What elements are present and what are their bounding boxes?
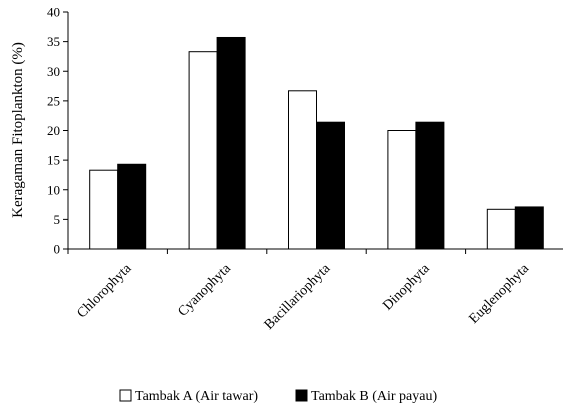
y-tick-label: 35 <box>47 34 60 49</box>
bar-series-b <box>316 121 345 250</box>
x-category-label: Euglenophyta <box>467 261 533 327</box>
bars <box>89 36 544 250</box>
bar-series-b <box>415 121 445 250</box>
bar-series-b <box>117 163 147 250</box>
legend-swatch-series-b <box>295 389 308 402</box>
x-category-label: Chlorophyta <box>74 261 135 322</box>
legend-label-series-b: Tambak B (Air payau) <box>311 389 437 404</box>
y-tick-label: 40 <box>47 5 60 20</box>
bar-series-b <box>514 206 544 250</box>
y-tick-label: 20 <box>47 123 60 138</box>
legend: Tambak A (Air tawar) Tambak B (Air payau… <box>119 389 437 404</box>
legend-label-series-a: Tambak A (Air tawar) <box>135 389 258 404</box>
bar-series-a <box>89 169 119 250</box>
bar-series-a <box>188 51 218 250</box>
x-axis: Chlorophyta Cyanophyta Bacillariophyta Dino… <box>67 248 563 333</box>
y-axis-title: Keragaman Fitoplankton (%) <box>10 42 26 218</box>
x-category-label: Dinophyta <box>380 261 433 314</box>
bar-series-a <box>288 90 317 250</box>
x-category-label: Cyanophyta <box>175 261 234 320</box>
bar-series-a <box>486 208 516 250</box>
bar-series-a <box>387 130 417 250</box>
y-tick-label: 10 <box>47 182 60 197</box>
y-tick-label: 30 <box>47 64 60 79</box>
legend-swatch-series-a <box>119 389 132 402</box>
bar-series-b <box>216 36 246 250</box>
y-tick-label: 25 <box>47 93 60 108</box>
x-category-label: Bacillariophyta <box>262 261 334 333</box>
y-tick-label: 15 <box>47 153 60 168</box>
y-axis: 0 5 10 15 20 25 30 35 40 <box>47 5 69 257</box>
y-tick-label: 5 <box>54 212 61 227</box>
y-tick-label: 0 <box>54 242 61 257</box>
